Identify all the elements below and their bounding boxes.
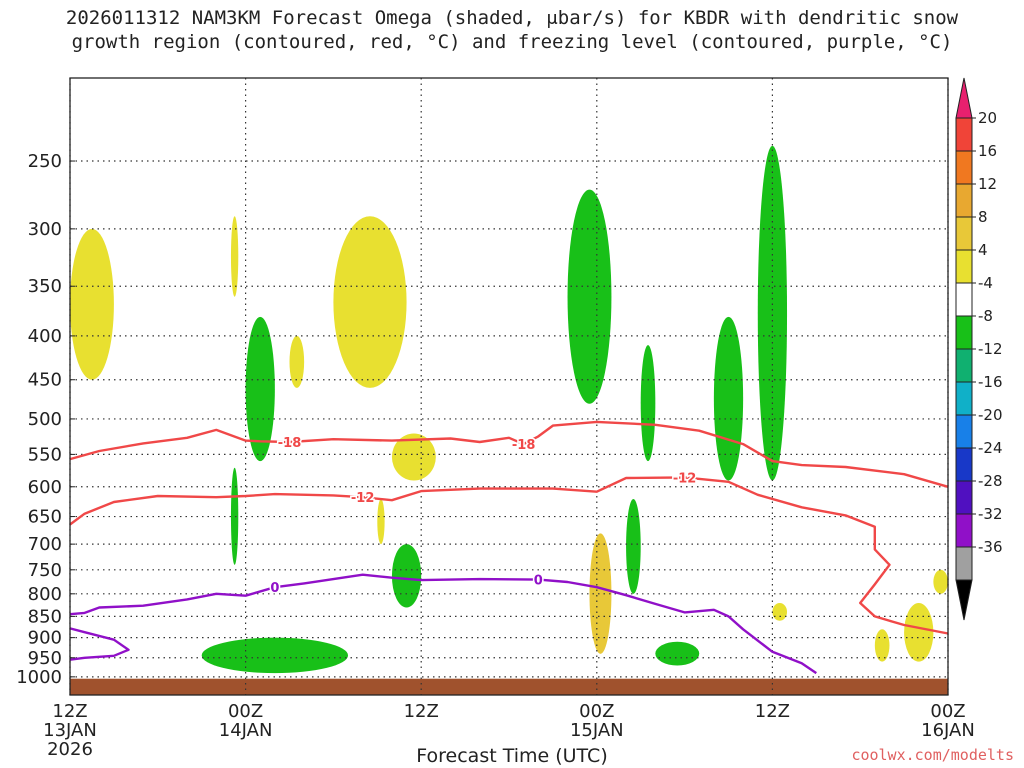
colorbar-swatch — [955, 447, 973, 482]
y-tick-label: 900 — [28, 628, 62, 649]
title-line-1: 2026011312 NAM3KM Forecast Omega (shaded… — [65, 7, 959, 29]
omega-region — [230, 467, 239, 565]
omega-region — [640, 345, 656, 462]
y-tick-label: 850 — [28, 606, 62, 627]
x-axis-title: Forecast Time (UTC) — [416, 745, 608, 767]
contour-label: 0 — [534, 574, 543, 589]
contour-line — [69, 420, 949, 488]
colorbar-label: -8 — [978, 307, 993, 325]
y-tick-label: 300 — [28, 219, 62, 240]
colorbar-swatch — [955, 513, 973, 548]
omega-region — [626, 498, 641, 594]
y-tick-label: 650 — [28, 507, 62, 528]
omega-region — [289, 335, 305, 388]
x-tick-label: 2026 — [47, 739, 93, 760]
omega-region — [230, 216, 239, 297]
colorbar-swatch — [955, 150, 973, 185]
colorbar-cap-top — [955, 77, 973, 119]
contour-label: -18 — [278, 436, 302, 451]
x-tick-label: 12Z — [52, 701, 87, 722]
colorbar-label: 12 — [978, 175, 997, 193]
colorbar-label: -16 — [978, 373, 1003, 391]
omega-region — [713, 316, 744, 481]
y-tick-label: 400 — [28, 326, 62, 347]
contour-label: -18 — [512, 438, 536, 453]
y-tick-label: 350 — [28, 276, 62, 297]
colorbar-label: -24 — [978, 439, 1003, 457]
omega-region — [757, 145, 788, 481]
x-tick-label: 13JAN — [43, 720, 97, 741]
colorbar-swatch — [955, 414, 973, 449]
colorbar-label: -28 — [978, 472, 1003, 490]
contour-label: 0 — [270, 581, 279, 596]
x-tick-label: 00Z — [579, 701, 614, 722]
plot-frame — [69, 77, 949, 696]
colorbar-label: 16 — [978, 142, 997, 160]
omega-region — [904, 603, 934, 662]
colorbar-swatch — [955, 117, 973, 152]
omega-region — [245, 316, 275, 462]
colorbar-swatch — [955, 381, 973, 416]
omega-region — [772, 603, 788, 621]
x-tick-label: 00Z — [228, 701, 263, 722]
omega-region — [377, 498, 385, 545]
terrain-fill — [70, 678, 948, 695]
contour-line — [69, 573, 817, 675]
omega-region — [589, 533, 612, 654]
colorbar-swatch — [955, 216, 973, 251]
colorbar-label: -32 — [978, 505, 1003, 523]
y-tick-label: 950 — [28, 648, 62, 669]
x-tick-label: 12Z — [755, 701, 790, 722]
y-tick-label: 700 — [28, 534, 62, 555]
omega-region — [333, 216, 407, 388]
omega-region — [874, 629, 890, 662]
y-tick-label: 450 — [28, 370, 62, 391]
contour-line — [69, 627, 130, 661]
plot-area: -18 -18 -12 -12 0 0 250 300 350 400 450 500 550 600 65… — [16, 77, 975, 760]
contour-line — [69, 476, 949, 635]
contour-label: -12 — [351, 491, 375, 506]
colorbar-cap-bottom — [955, 579, 973, 621]
colorbar-swatch — [955, 348, 973, 383]
y-tick-label: 500 — [28, 409, 62, 430]
colorbar-label: 4 — [978, 241, 988, 259]
colorbar-swatch — [955, 183, 973, 218]
x-tick-label: 16JAN — [921, 720, 975, 741]
colorbar-swatch — [955, 282, 973, 317]
y-tick-label: 250 — [28, 151, 62, 172]
credit-text: coolwx.com/modelts — [851, 746, 1014, 764]
colorbar-label: -36 — [978, 538, 1003, 556]
omega-region — [201, 637, 349, 674]
chart-title: 2026011312 NAM3KM Forecast Omega (shaded… — [0, 6, 1024, 54]
colorbar-swatch — [955, 315, 973, 350]
colorbar-label: -12 — [978, 340, 1003, 358]
omega-region — [391, 544, 422, 608]
y-tick-label: 800 — [28, 584, 62, 605]
colorbar-swatch — [955, 249, 973, 284]
y-tick-label: 600 — [28, 477, 62, 498]
x-tick-label: 14JAN — [219, 720, 273, 741]
omega-region — [933, 569, 949, 594]
colorbar-label: -20 — [978, 406, 1003, 424]
colorbar-swatch — [955, 480, 973, 515]
x-tick-label: 15JAN — [570, 720, 624, 741]
title-line-2: growth region (contoured, red, °C) and f… — [71, 31, 953, 53]
y-tick-label: 750 — [28, 560, 62, 581]
omega-region — [655, 641, 700, 666]
x-tick-label: 12Z — [404, 701, 439, 722]
omega-region — [567, 189, 612, 404]
y-tick-label: 550 — [28, 444, 62, 465]
omega-region — [70, 228, 114, 380]
colorbar-label: -4 — [978, 274, 993, 292]
omega-region — [391, 433, 436, 481]
colorbar: 20 16 12 8 4 -4 -8 -12 -16 -20 -24 -28 -32 -36 — [955, 77, 1003, 621]
colorbar-label: 20 — [978, 109, 997, 127]
colorbar-label: 8 — [978, 208, 988, 226]
contour-label: -12 — [673, 471, 697, 486]
y-tick-label: 1000 — [16, 667, 62, 688]
x-tick-label: 00Z — [930, 701, 965, 722]
colorbar-swatch — [955, 546, 973, 581]
